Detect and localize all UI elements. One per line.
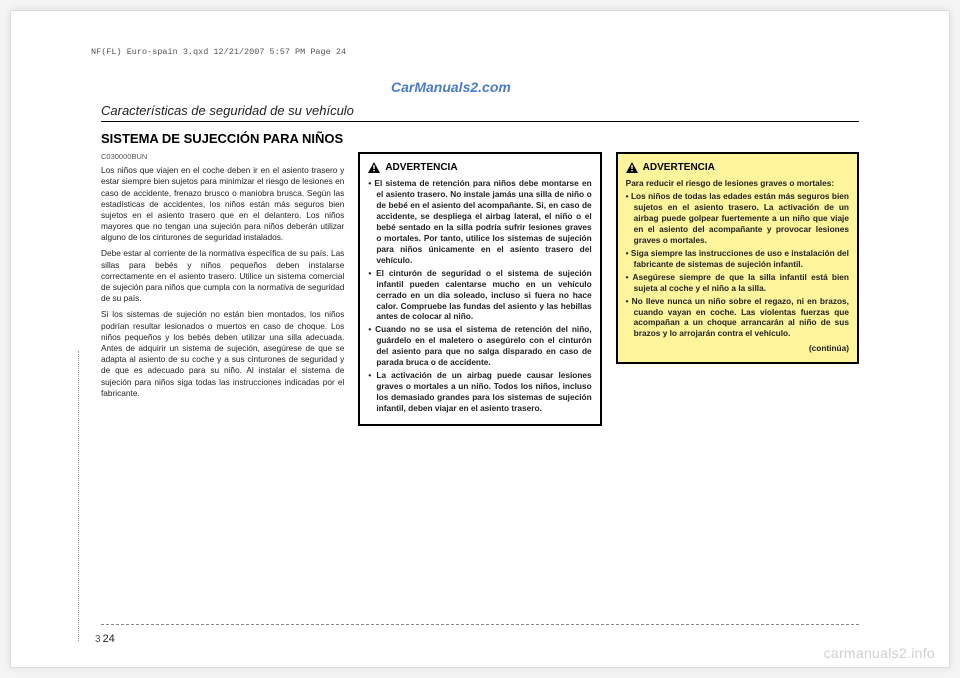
- page-title: SISTEMA DE SUJECCIÓN PARA NIÑOS: [101, 131, 859, 146]
- warning-item: El sistema de retención para niños debe …: [368, 178, 591, 266]
- continued-label: (continúa): [626, 343, 849, 354]
- warning-lead: Para reducir el riesgo de lesiones grave…: [626, 178, 849, 189]
- page-number: 324: [95, 633, 115, 645]
- warning-item: Siga siempre las instrucciones de uso e …: [626, 248, 849, 270]
- warning-item: Asegúrese siempre de que la silla infant…: [626, 272, 849, 294]
- manual-page: NF(FL) Euro-spain 3.qxd 12/21/2007 5:57 …: [10, 10, 950, 668]
- body-paragraph: Si los sistemas de sujeción no están bie…: [101, 309, 344, 399]
- warning-box: ADVERTENCIA El sistema de retención para…: [358, 152, 601, 426]
- warning-item: Los niños de todas las edades están más …: [626, 191, 849, 246]
- brand-watermark: CarManuals2.com: [391, 79, 511, 95]
- doc-code: C030000BUN: [101, 152, 344, 162]
- warning-label: ADVERTENCIA: [643, 161, 715, 174]
- warning-item: No lleve nunca un niño sobre el regazo, …: [626, 296, 849, 340]
- warning-list: Los niños de todas las edades están más …: [626, 191, 849, 339]
- body-paragraph: Los niños que viajen en el coche deben i…: [101, 165, 344, 243]
- warning-list: El sistema de retención para niños debe …: [368, 178, 591, 414]
- warning-item: La activación de un airbag puede causar …: [368, 370, 591, 414]
- column-layout: C030000BUN Los niños que viajen en el co…: [101, 152, 859, 426]
- warning-label: ADVERTENCIA: [385, 161, 457, 174]
- warning-title: ADVERTENCIA: [626, 161, 849, 174]
- body-paragraph: Debe estar al corriente de la normativa …: [101, 248, 344, 304]
- site-watermark: carmanuals2.info: [824, 645, 935, 661]
- warning-triangle-icon: [626, 162, 638, 173]
- section-number: 3: [95, 634, 101, 645]
- warning-item: El cinturón de seguridad o el sistema de…: [368, 268, 591, 323]
- section-header: Características de seguridad de su vehíc…: [101, 103, 859, 122]
- column-2: ADVERTENCIA El sistema de retención para…: [358, 152, 601, 426]
- footer-divider: [101, 624, 859, 625]
- warning-title: ADVERTENCIA: [368, 161, 591, 174]
- warning-box-highlighted: ADVERTENCIA Para reducir el riesgo de le…: [616, 152, 859, 364]
- print-metadata: NF(FL) Euro-spain 3.qxd 12/21/2007 5:57 …: [91, 47, 346, 57]
- content-area: SISTEMA DE SUJECCIÓN PARA NIÑOS C030000B…: [101, 131, 859, 619]
- warning-triangle-icon: [368, 162, 380, 173]
- page-number-value: 24: [103, 633, 115, 645]
- binding-spine-dots: [78, 351, 79, 641]
- column-1: C030000BUN Los niños que viajen en el co…: [101, 152, 344, 426]
- column-3: ADVERTENCIA Para reducir el riesgo de le…: [616, 152, 859, 426]
- warning-item: Cuando no se usa el sistema de retención…: [368, 324, 591, 368]
